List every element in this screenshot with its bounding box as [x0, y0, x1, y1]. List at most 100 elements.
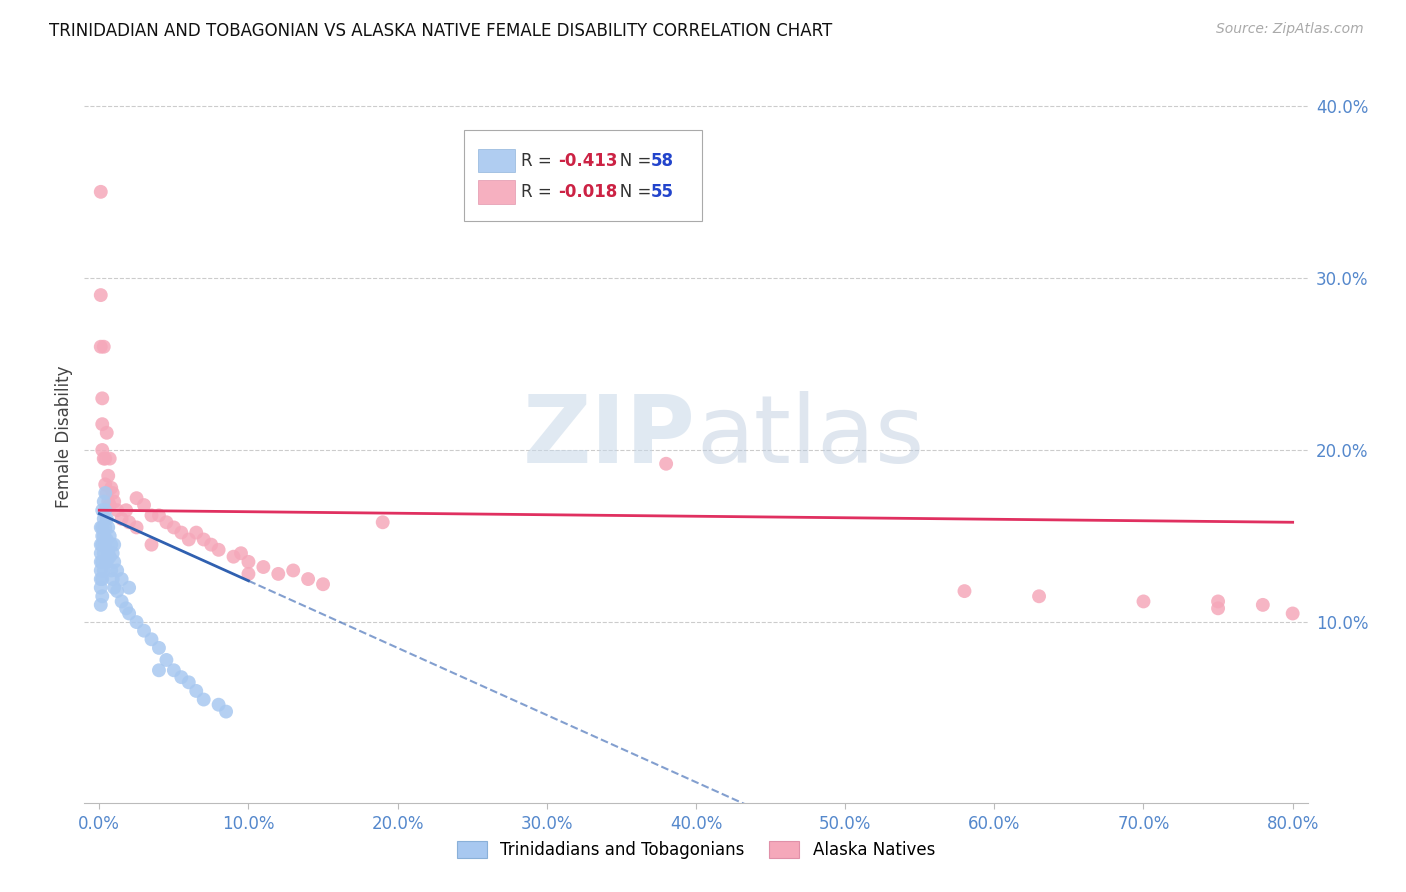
Point — [111, 572, 134, 586]
Point — [94, 503, 117, 517]
Point — [193, 692, 215, 706]
Point — [96, 555, 118, 569]
Point — [222, 549, 245, 564]
Point — [1251, 598, 1274, 612]
Point — [93, 546, 115, 560]
Point — [91, 503, 114, 517]
Point — [105, 564, 128, 578]
Point — [1281, 607, 1303, 621]
Point — [91, 555, 114, 569]
Text: TRINIDADIAN AND TOBAGONIAN VS ALASKA NATIVE FEMALE DISABILITY CORRELATION CHART: TRINIDADIAN AND TOBAGONIAN VS ALASKA NAT… — [49, 22, 832, 40]
Point — [207, 698, 229, 712]
Point — [98, 549, 121, 564]
Point — [132, 624, 155, 638]
Text: ZIP: ZIP — [523, 391, 696, 483]
Point — [90, 288, 112, 302]
Point — [93, 512, 115, 526]
Point — [91, 392, 114, 406]
Point — [125, 491, 148, 505]
Text: 58: 58 — [651, 152, 673, 169]
Point — [953, 584, 976, 599]
Point — [94, 486, 117, 500]
Point — [103, 538, 125, 552]
Point — [103, 581, 125, 595]
Point — [91, 417, 114, 432]
Point — [186, 684, 208, 698]
Point — [96, 486, 118, 500]
FancyBboxPatch shape — [478, 149, 515, 172]
Point — [229, 546, 252, 560]
Point — [98, 529, 121, 543]
Point — [655, 457, 678, 471]
Point — [1132, 594, 1154, 608]
Point — [100, 564, 122, 578]
Point — [97, 494, 120, 508]
Text: -0.413: -0.413 — [558, 152, 617, 169]
Point — [141, 538, 163, 552]
Point — [163, 663, 186, 677]
Point — [90, 546, 112, 560]
Point — [215, 705, 238, 719]
Point — [94, 477, 117, 491]
Point — [91, 589, 114, 603]
Point — [91, 538, 114, 552]
Point — [163, 520, 186, 534]
Point — [125, 615, 148, 629]
Point — [312, 577, 335, 591]
Point — [118, 607, 141, 621]
Point — [148, 640, 170, 655]
Point — [115, 601, 138, 615]
Point — [97, 520, 120, 534]
Legend: Trinidadians and Tobagonians, Alaska Natives: Trinidadians and Tobagonians, Alaska Nat… — [449, 833, 943, 868]
Point — [90, 538, 112, 552]
Point — [90, 564, 112, 578]
Point — [148, 508, 170, 523]
Point — [141, 632, 163, 647]
Point — [1028, 589, 1050, 603]
Point — [94, 538, 117, 552]
Text: 55: 55 — [651, 183, 673, 201]
Point — [238, 566, 260, 581]
Text: atlas: atlas — [696, 391, 924, 483]
Point — [132, 498, 155, 512]
Point — [90, 572, 112, 586]
Point — [105, 503, 128, 517]
Text: -0.018: -0.018 — [558, 183, 617, 201]
Point — [94, 520, 117, 534]
Point — [186, 525, 208, 540]
Point — [1206, 594, 1229, 608]
Point — [170, 525, 193, 540]
Point — [90, 581, 112, 595]
Point — [98, 451, 121, 466]
Point — [111, 594, 134, 608]
Y-axis label: Female Disability: Female Disability — [55, 366, 73, 508]
Point — [100, 538, 122, 552]
FancyBboxPatch shape — [464, 130, 702, 221]
Point — [100, 481, 122, 495]
Point — [155, 516, 177, 530]
Text: Source: ZipAtlas.com: Source: ZipAtlas.com — [1216, 22, 1364, 37]
Point — [96, 512, 118, 526]
Point — [91, 442, 114, 457]
Point — [111, 512, 134, 526]
Point — [170, 670, 193, 684]
Point — [141, 508, 163, 523]
Point — [93, 451, 115, 466]
Point — [90, 555, 112, 569]
Text: N =: N = — [605, 152, 657, 169]
Point — [90, 520, 112, 534]
Point — [193, 533, 215, 547]
Point — [93, 340, 115, 354]
Point — [177, 675, 200, 690]
Point — [207, 542, 229, 557]
Point — [297, 572, 319, 586]
Point — [101, 546, 124, 560]
Point — [155, 653, 177, 667]
Point — [371, 516, 394, 530]
Point — [98, 498, 121, 512]
Point — [91, 529, 114, 543]
Point — [97, 546, 120, 560]
Point — [90, 598, 112, 612]
Point — [101, 486, 124, 500]
Point — [283, 564, 305, 578]
